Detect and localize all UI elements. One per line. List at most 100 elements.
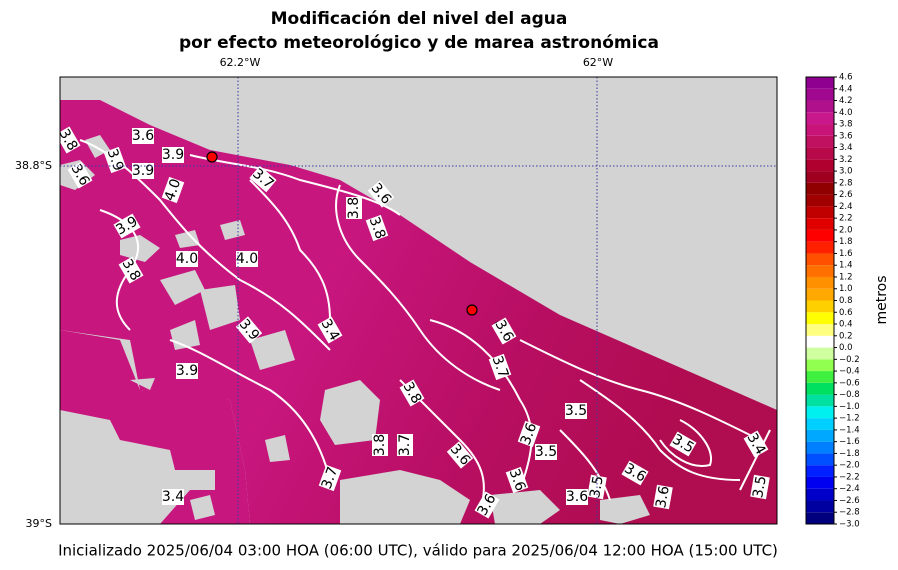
colorbar-segment xyxy=(806,276,834,289)
colorbar-segment xyxy=(806,453,834,466)
colorbar-tick-label: 1.2 xyxy=(839,272,853,282)
contour-label-bg xyxy=(132,128,154,144)
contour-label-bg xyxy=(505,466,529,494)
colorbar-tick-label: −0.2 xyxy=(839,355,860,365)
colorbar-label: metros xyxy=(874,275,890,324)
contour-label-bg xyxy=(653,484,673,510)
colorbar-segment xyxy=(806,476,834,489)
contour-label-bg xyxy=(491,317,517,345)
colorbar-segment xyxy=(806,324,834,336)
colorbar-segment xyxy=(806,288,834,301)
colorbar-tick-label: 0.0 xyxy=(839,343,853,353)
contour-label-bg xyxy=(162,147,184,163)
x-label: 62.2°W xyxy=(220,56,261,69)
colorbar-segment xyxy=(806,88,834,101)
contour-label-bg xyxy=(132,163,154,179)
colorbar-tick-label: 0.8 xyxy=(839,296,853,306)
colorbar-tick-label: 0.2 xyxy=(839,331,853,341)
colorbar-tick-label: 4.4 xyxy=(839,84,853,94)
contour-label-bg xyxy=(317,316,343,344)
colorbar-tick-label: −1.8 xyxy=(839,449,860,459)
colorbar-segment xyxy=(806,182,834,195)
colorbar-segment xyxy=(806,229,834,242)
contour-label-bg xyxy=(446,441,474,469)
colorbar-tick-label: 0.4 xyxy=(839,320,853,330)
colorbar-tick-label: 1.4 xyxy=(839,261,853,271)
colorbar-tick-label: 2.6 xyxy=(839,190,853,200)
contour-label-bg xyxy=(397,434,413,456)
colorbar-tick-label: −2.6 xyxy=(839,496,860,506)
contour-label: 3.8 xyxy=(346,197,362,219)
contour-label-bg xyxy=(743,430,769,458)
colorbar-segment xyxy=(806,124,834,136)
contour-label-bg xyxy=(367,180,395,208)
contour-label: 3.5 xyxy=(565,403,587,419)
contour-label: 3.9 xyxy=(162,147,184,163)
colorbar-tick-label: 0.6 xyxy=(839,308,853,318)
colorbar-tick-label: 1.8 xyxy=(839,237,853,247)
colorbar-tick-label: 3.0 xyxy=(839,167,853,177)
contour-label-bg xyxy=(235,316,263,344)
colorbar-segment xyxy=(806,394,834,407)
colorbar-segment xyxy=(806,241,834,254)
contour-label-bg xyxy=(67,161,93,189)
contour-label-bg xyxy=(399,379,425,407)
contour-label: 3.6 xyxy=(518,421,541,447)
contour-label: 3.7 xyxy=(489,354,512,380)
colorbar-tick-label: 4.2 xyxy=(839,96,853,106)
x-label: 62°W xyxy=(583,56,613,69)
colorbar-segment xyxy=(806,171,834,183)
colorbar-tick-label: 4.0 xyxy=(839,108,853,118)
colorbar-tick-label: 3.2 xyxy=(839,155,853,165)
contour-label: 3.7 xyxy=(397,434,413,456)
y-label: 38.8°S xyxy=(15,159,52,172)
contour-label: 3.9 xyxy=(104,147,127,173)
colorbar-tick-label: −1.6 xyxy=(839,437,860,447)
map: 3.8 3.63.9 3.93.93.6 3.73.64.03.83.83.94.0 4… xyxy=(60,77,777,524)
contour-label: 3.9 xyxy=(176,363,198,379)
colorbar-segment xyxy=(806,206,834,219)
contour-label-bg xyxy=(372,434,388,456)
colorbar-tick-label: 3.4 xyxy=(839,143,853,153)
colorbar-segment xyxy=(806,512,834,524)
contour-label: 4.0 xyxy=(176,251,198,267)
water-field xyxy=(60,330,250,524)
contour-label-bg xyxy=(488,353,512,381)
contour-label: 3.5 xyxy=(535,444,557,460)
colorbar-tick-label: 1.6 xyxy=(839,249,853,259)
y-label: 39°S xyxy=(26,517,52,530)
contour-label: 3.6 xyxy=(566,489,588,505)
subtitle: por efecto meteorológico y de marea astr… xyxy=(179,33,659,53)
contour-label-bg xyxy=(565,403,587,419)
contour-label: 3.8 xyxy=(372,434,388,456)
contour-label-bg xyxy=(176,363,198,379)
colorbar-segment xyxy=(806,265,834,277)
colorbar-tick-label: 2.4 xyxy=(839,202,853,212)
colorbar-tick-label: −3.0 xyxy=(839,520,860,530)
colorbar-segment xyxy=(806,347,834,360)
colorbar-segment xyxy=(806,418,834,430)
colorbar-tick-label: 2.8 xyxy=(839,178,853,188)
colorbar-tick-label: −2.0 xyxy=(839,461,860,471)
colorbar-segment xyxy=(806,77,834,89)
contour-label-bg xyxy=(750,474,770,500)
colorbar-tick-label: 2.0 xyxy=(839,225,853,235)
contour-label-bg xyxy=(60,126,81,154)
contour-label-bg xyxy=(162,489,184,505)
colorbar-tick-label: −2.8 xyxy=(839,508,860,518)
colorbar-segment xyxy=(806,300,834,313)
contour-label-bg xyxy=(517,420,541,448)
colorbar-segment xyxy=(806,335,834,348)
colorbar-segment xyxy=(806,359,834,372)
colorbar-tick-label: 3.6 xyxy=(839,131,853,141)
contour-label-bg xyxy=(365,214,389,242)
graticule xyxy=(60,77,777,524)
colorbar-segment xyxy=(806,371,834,383)
title: Modificación del nivel del agua xyxy=(271,9,568,29)
contour-label: 3.8 xyxy=(366,215,389,241)
colorbar-tick-label: −1.4 xyxy=(839,425,860,435)
colorbar-segment xyxy=(806,218,834,230)
colorbar-tick-label: −2.4 xyxy=(839,484,860,494)
colorbar-tick-label: −0.4 xyxy=(839,367,860,377)
